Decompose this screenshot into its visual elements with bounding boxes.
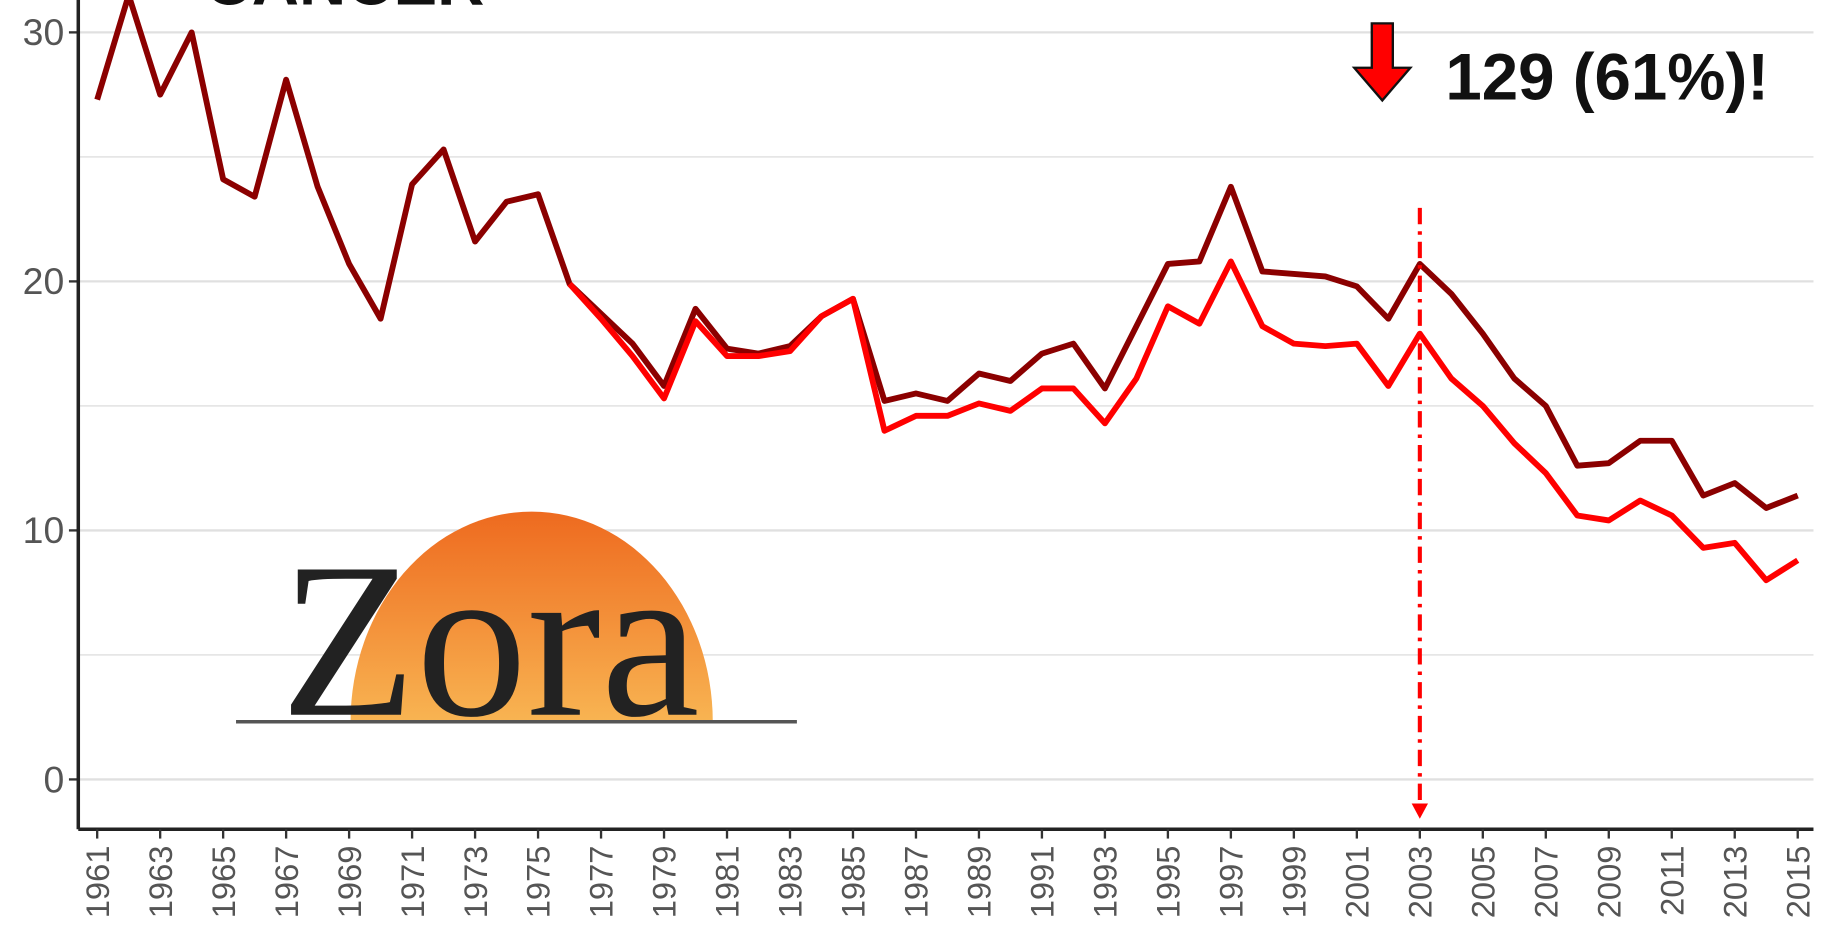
series-line bbox=[94, 0, 1799, 511]
x-tick-label: 2005 bbox=[1464, 846, 1501, 919]
x-tick-label: 1999 bbox=[1276, 846, 1313, 919]
y-tick-label: 30 bbox=[23, 11, 65, 53]
y-tick-label: 10 bbox=[23, 509, 65, 551]
x-tick-label: 1961 bbox=[79, 846, 116, 919]
x-tick-label: 1963 bbox=[142, 846, 179, 919]
x-tick-label: 1985 bbox=[835, 846, 872, 919]
down-arrow bbox=[1351, 22, 1413, 103]
x-tick-label: 1971 bbox=[394, 846, 431, 919]
x-tick-label: 1973 bbox=[457, 846, 494, 919]
x-tick-label: 1967 bbox=[268, 846, 305, 919]
x-tick-label: 1979 bbox=[646, 846, 683, 919]
series-line bbox=[567, 258, 1800, 584]
x-tick-label: 1977 bbox=[583, 846, 620, 919]
x-tick-label: 1997 bbox=[1213, 846, 1250, 919]
x-tick-label: 1975 bbox=[520, 846, 557, 919]
x-tick-label: 1989 bbox=[961, 846, 998, 919]
event-marker bbox=[1411, 207, 1429, 819]
x-tick-label: 1981 bbox=[709, 846, 746, 919]
x-tick-label: 2011 bbox=[1653, 846, 1690, 916]
x-tick-label: 2003 bbox=[1402, 846, 1439, 919]
y-tick-label: 0 bbox=[43, 758, 64, 800]
x-tick-label: 2015 bbox=[1779, 846, 1816, 919]
x-tick-label: 2007 bbox=[1527, 846, 1564, 919]
x-tick-label: 1965 bbox=[205, 846, 242, 919]
x-tick-label: 1987 bbox=[898, 846, 935, 919]
x-tick-label: 1993 bbox=[1087, 846, 1124, 919]
x-tick-label: 1995 bbox=[1150, 846, 1187, 919]
x-tick-label: 2001 bbox=[1339, 846, 1376, 919]
logo: Zora bbox=[236, 511, 797, 764]
y-tick-label: 20 bbox=[23, 260, 65, 302]
logo-text: Zora bbox=[280, 518, 699, 764]
event-arrowhead bbox=[1411, 803, 1429, 819]
x-tick-label: 2013 bbox=[1716, 846, 1753, 919]
x-tick-label: 1983 bbox=[772, 846, 809, 919]
chart-title: CANCER bbox=[204, 0, 484, 19]
x-tick-label: 1991 bbox=[1024, 846, 1061, 919]
annotation: 129 (61%)! bbox=[1351, 22, 1769, 113]
annotation-text: 129 (61%)! bbox=[1445, 40, 1769, 113]
x-tick-label: 2009 bbox=[1590, 846, 1627, 919]
logo-sun bbox=[350, 511, 713, 722]
x-tick-label: 1969 bbox=[331, 846, 368, 919]
